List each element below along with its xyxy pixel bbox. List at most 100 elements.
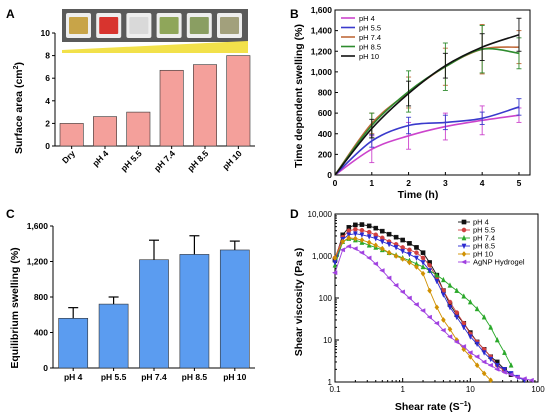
- data-point-ph-7-4: [488, 324, 494, 330]
- y-tick-label: 1: [328, 378, 333, 387]
- data-point-ph-8-5: [407, 251, 412, 258]
- plot-frame: [334, 213, 539, 383]
- data-point-agnp-hydrogel: [339, 247, 346, 253]
- data-point-ph-10: [332, 255, 338, 261]
- data-point-ph-10: [393, 253, 399, 259]
- y-tick-label: 1,600: [27, 221, 49, 231]
- data-point-agnp-hydrogel: [358, 250, 365, 256]
- bar-ph-10: [226, 55, 251, 147]
- y-tick-label: 1,600: [311, 5, 333, 15]
- data-point-ph-10: [353, 235, 358, 242]
- hydrogel-sample-3: [129, 17, 149, 34]
- data-point-ph-4: [393, 234, 399, 240]
- data-point-ph-5-5: [346, 228, 352, 234]
- legend-label-ph-4: pH 4: [359, 14, 375, 23]
- panel-c: C 0 400 800 1,200 1,600 pH 4 pH 5.5 pH 7.4 pH 8.…: [6, 207, 255, 382]
- data-point-ph-4: [353, 222, 358, 228]
- bar-ph-4: [58, 317, 89, 369]
- data-point-agnp-hydrogel: [446, 334, 453, 340]
- legend-label-agnp-hydrogel: AgNP Hydrogel: [473, 258, 525, 267]
- data-point-agnp-hydrogel: [393, 282, 399, 288]
- data-point-ph-10: [373, 242, 379, 249]
- panel-c-letter: C: [6, 207, 15, 221]
- y-tick-label: 100: [319, 294, 333, 303]
- data-point-ph-8-5: [440, 292, 446, 298]
- y-tick-label: 800: [318, 88, 332, 98]
- data-point-ph-8-5: [461, 243, 467, 250]
- hydrogel-sample-2: [99, 17, 119, 34]
- data-point-agnp-hydrogel: [467, 350, 473, 356]
- data-point-ph-4: [366, 223, 372, 229]
- data-point-ph-4: [414, 245, 419, 250]
- bar-ph-5-5: [126, 111, 151, 147]
- series-line-ph-8-5: [334, 233, 525, 381]
- data-point-agnp-hydrogel: [419, 308, 426, 314]
- data-point-agnp-hydrogel: [514, 374, 520, 380]
- hydrogel-sample-5: [189, 17, 209, 34]
- data-point-agnp-hydrogel: [385, 275, 392, 281]
- x-tick-label-ph-5-5: pH 5.5: [101, 372, 127, 382]
- legend-label-ph-4: pH 4: [473, 218, 489, 227]
- panel-b-letter: B: [290, 7, 299, 21]
- data-point-ph-10: [346, 234, 352, 241]
- data-point-ph-4: [407, 241, 412, 246]
- panel-b: B 0 200 400 600 800 1,000 1,200 1,400 1,600 0 1 2 3 4…: [290, 5, 531, 201]
- data-point-ph-10: [467, 353, 473, 360]
- hydrogel-sample-4: [159, 17, 179, 34]
- x-tick-label-dry: Dry: [60, 148, 77, 165]
- series-line-ph-10: [334, 33, 520, 176]
- data-point-agnp-hydrogel: [507, 372, 514, 378]
- data-point-ph-8-5: [447, 305, 453, 311]
- x-tick-label: 0.1: [329, 385, 341, 394]
- y-tick-label: 0: [327, 170, 332, 180]
- series-line-ph-10: [334, 237, 492, 381]
- data-point-agnp-hydrogel: [521, 376, 527, 382]
- series-line-ph-4: [334, 114, 520, 176]
- bar-ph-7-4: [159, 69, 184, 147]
- panel-c-ylabel: Equilibrium swelling (%): [9, 247, 21, 368]
- panel-a-letter: A: [6, 7, 15, 21]
- x-tick-label-ph-10: pH 10: [220, 148, 244, 172]
- x-tick-label-ph-8-5: pH 8.5: [185, 148, 210, 173]
- legend-label-ph-10: pH 10: [359, 52, 379, 61]
- data-point-ph-5-5: [427, 263, 432, 268]
- data-point-ph-10: [414, 263, 419, 270]
- data-point-ph-8-5: [386, 241, 392, 248]
- x-tick-label: 4: [480, 178, 485, 188]
- legend-label-ph-5-5: pH 5.5: [473, 226, 495, 235]
- legend-label-ph-7-4: pH 7.4: [473, 234, 495, 243]
- data-point-ph-8-5: [352, 231, 358, 237]
- data-point-ph-10: [474, 362, 480, 369]
- y-tick-label: 10: [41, 28, 51, 38]
- data-point-ph-8-5: [359, 232, 365, 238]
- bar-dry: [59, 123, 84, 147]
- data-point-ph-4: [379, 228, 385, 234]
- data-point-ph-8-5: [474, 341, 480, 348]
- data-point-ph-5-5: [359, 227, 365, 233]
- panel-d-xlabel: Shear rate (S−1): [395, 401, 471, 413]
- data-point-agnp-hydrogel: [379, 268, 385, 273]
- y-tick-label: 200: [318, 149, 332, 159]
- data-point-agnp-hydrogel: [501, 369, 507, 375]
- data-point-agnp-hydrogel: [372, 261, 379, 267]
- data-point-ph-10: [481, 370, 487, 377]
- legend-label-ph-5-5: pH 5.5: [359, 24, 381, 33]
- data-point-ph-5-5: [353, 227, 358, 232]
- data-point-ph-8-5: [427, 268, 433, 274]
- data-point-ph-5-5: [447, 299, 453, 305]
- y-tick-label: 8: [45, 51, 50, 61]
- hydrogel-photo-inset: [62, 9, 248, 53]
- data-point-ph-5-5: [373, 232, 379, 238]
- x-tick-label-ph-4: pH 4: [64, 372, 83, 382]
- data-point-ph-7-4: [461, 293, 467, 299]
- data-point-ph-8-5: [481, 350, 487, 356]
- data-point-agnp-hydrogel: [399, 289, 405, 295]
- data-point-ph-5-5: [420, 255, 426, 261]
- data-point-agnp-hydrogel: [433, 320, 440, 326]
- bar-ph-10: [219, 249, 250, 369]
- panel-b-xlabel: Time (h): [398, 189, 439, 201]
- hydrogel-sample-6: [220, 17, 239, 34]
